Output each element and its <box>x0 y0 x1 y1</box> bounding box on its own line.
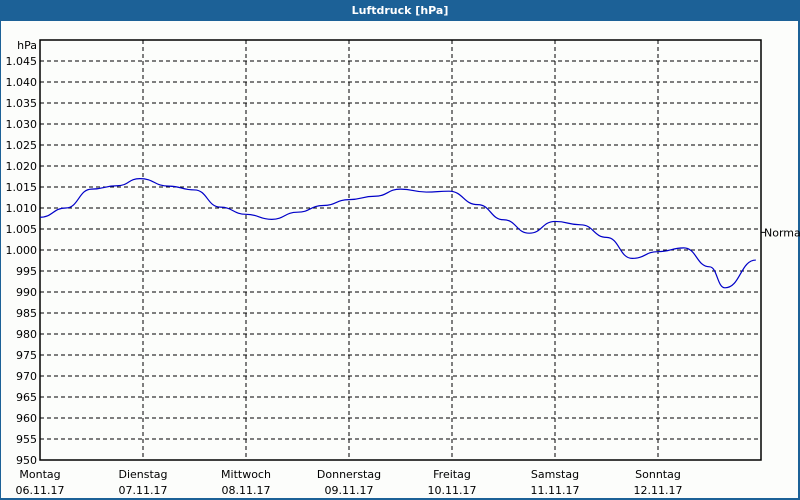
y-tick-label: 975 <box>16 349 37 362</box>
x-tick-day: Montag <box>19 468 60 481</box>
normal-label: Normal <box>764 226 800 239</box>
y-tick-label: 1.040 <box>6 76 38 89</box>
x-tick-day: Freitag <box>433 468 471 481</box>
x-tick-date: 07.11.17 <box>119 484 168 497</box>
y-tick-label: 970 <box>16 370 37 383</box>
y-tick-label: 1.025 <box>6 139 38 152</box>
y-tick-label: 1.030 <box>6 118 38 131</box>
y-tick-label: 1.005 <box>6 223 38 236</box>
y-tick-label: 1.035 <box>6 97 38 110</box>
y-tick-label: 990 <box>16 286 37 299</box>
x-tick-date: 10.11.17 <box>428 484 477 497</box>
x-tick-date: 06.11.17 <box>16 484 65 497</box>
y-tick-label: 965 <box>16 391 37 404</box>
x-tick-day: Donnerstag <box>317 468 381 481</box>
x-tick-date: 11.11.17 <box>531 484 580 497</box>
x-tick-date: 09.11.17 <box>325 484 374 497</box>
pressure-line <box>39 177 756 289</box>
x-tick-date: 08.11.17 <box>222 484 271 497</box>
window-title: Luftdruck [hPa] <box>351 4 449 17</box>
y-tick-label: 1.045 <box>6 55 38 68</box>
x-tick-day: Sonntag <box>635 468 681 481</box>
y-tick-label: 955 <box>16 433 37 446</box>
x-tick-day: Dienstag <box>118 468 167 481</box>
y-tick-label: 1.010 <box>6 202 38 215</box>
y-axis-unit: hPa <box>17 39 37 52</box>
plot-frame <box>39 39 762 461</box>
x-tick-day: Mittwoch <box>221 468 271 481</box>
y-tick-label: 950 <box>16 454 37 467</box>
y-tick-label: 995 <box>16 265 37 278</box>
x-tick-day: Samstag <box>531 468 579 481</box>
y-tick-label: 980 <box>16 328 37 341</box>
y-tick-label: 1.020 <box>6 160 38 173</box>
y-tick-label: 1.015 <box>6 181 38 194</box>
x-tick-date: 12.11.17 <box>634 484 683 497</box>
y-tick-label: 1.000 <box>6 244 38 257</box>
y-tick-label: 985 <box>16 307 37 320</box>
y-tick-label: 960 <box>16 412 37 425</box>
